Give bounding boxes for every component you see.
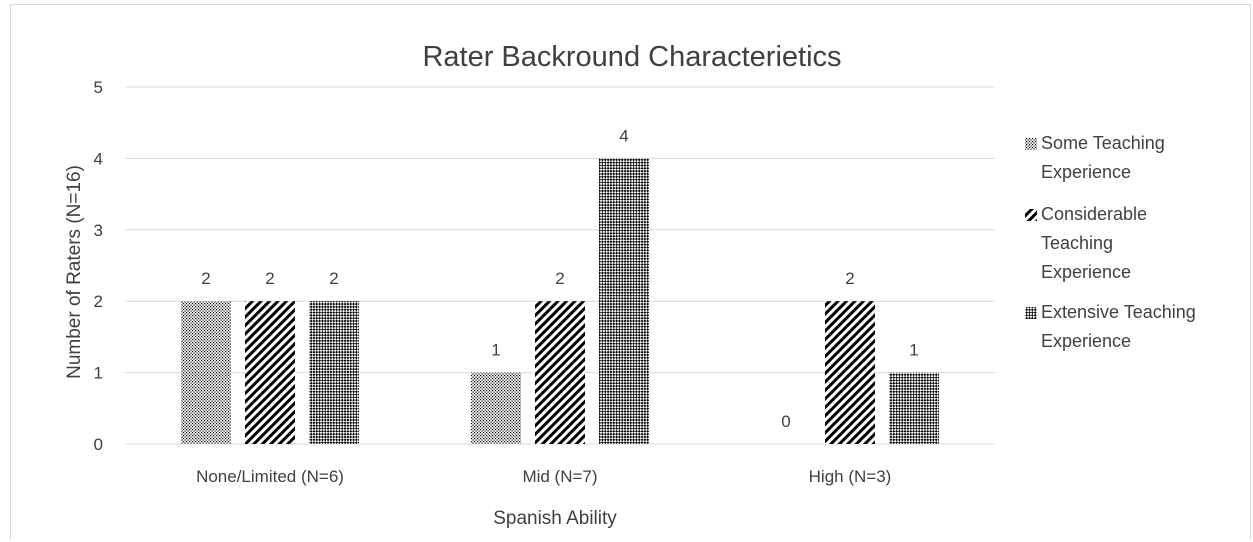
legend: Some Teaching Experience Considerable Teach… [1025, 133, 1196, 351]
data-labels: 2 2 2 1 2 4 0 2 1 [201, 126, 918, 431]
bars [181, 158, 939, 444]
y-tick-label: 0 [94, 435, 103, 454]
y-tick-label: 2 [94, 292, 103, 311]
y-tick-label: 3 [94, 221, 103, 240]
chart-title: Rater Backround Characterietics [422, 41, 841, 73]
bar-value-label: 2 [201, 269, 210, 288]
bar-value-label: 2 [845, 269, 854, 288]
x-tick-label: Mid (N=7) [522, 467, 597, 486]
bar-value-label: 2 [329, 269, 338, 288]
bar-value-label: 2 [265, 269, 274, 288]
y-tick-label: 5 [94, 78, 103, 97]
bar [309, 301, 359, 444]
bar-value-label: 1 [491, 341, 500, 360]
x-tick-label: High (N=3) [809, 467, 892, 486]
bar-value-label: 0 [781, 412, 790, 431]
y-tick-label: 1 [94, 364, 103, 383]
bar-value-label: 1 [909, 341, 918, 360]
legend-entry: Some Teaching Experience [1041, 133, 1165, 182]
chart-frame [10, 4, 1251, 540]
bar [535, 301, 585, 444]
bar-value-label: 2 [555, 269, 564, 288]
bar [245, 301, 295, 444]
bar-value-label: 4 [619, 126, 628, 145]
bar [181, 301, 231, 444]
legend-swatch [1025, 138, 1037, 150]
legend-swatch [1025, 209, 1037, 221]
bar [471, 372, 521, 444]
legend-entry: Considerable Teaching Experience [1041, 204, 1147, 282]
x-axis-label: Spanish Ability [493, 508, 617, 529]
y-axis-ticks: 0 1 2 3 4 5 [94, 78, 103, 454]
bar [825, 301, 875, 444]
x-axis-ticks: None/Limited (N=6) Mid (N=7) High (N=3) [196, 467, 891, 486]
y-axis-label: Number of Raters (N=16) [64, 165, 85, 379]
x-tick-label: None/Limited (N=6) [196, 467, 344, 486]
legend-swatch [1025, 307, 1037, 319]
bar [889, 372, 939, 444]
legend-entry: Extensive Teaching Experience [1041, 302, 1196, 351]
bar [599, 158, 649, 444]
y-tick-label: 4 [94, 149, 103, 168]
